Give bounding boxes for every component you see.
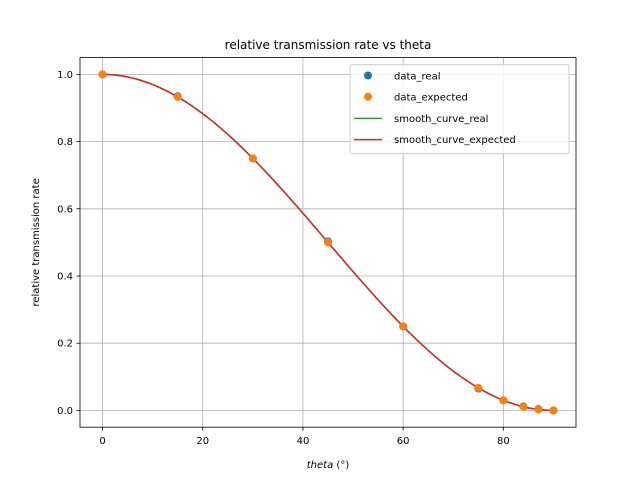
- legend-frame: [349, 64, 570, 155]
- y-tick-label: 0.2: [57, 339, 73, 350]
- data-point-data-expected: [399, 322, 408, 331]
- x-axis-label: theta (°): [307, 460, 350, 471]
- x-tick-label: 40: [297, 436, 310, 447]
- legend-label-smooth-curve-real: smooth_curve_real: [394, 114, 488, 125]
- data-point-data-expected: [549, 406, 558, 415]
- chart-title: relative transmission rate vs theta: [225, 38, 432, 52]
- legend-label-data-real: data_real: [394, 72, 440, 83]
- x-tick-label: 60: [397, 436, 410, 447]
- legend-label-data-expected: data_expected: [394, 93, 468, 104]
- data-point-data-expected: [248, 154, 257, 163]
- legend-marker-data-real: [364, 71, 372, 80]
- data-point-data-expected: [519, 402, 528, 411]
- y-tick-label: 1.0: [57, 70, 73, 81]
- y-tick-label: 0.4: [57, 272, 73, 283]
- legend-marker-data-expected: [364, 92, 372, 101]
- data-point-data-expected: [474, 383, 483, 392]
- x-tick-label: 20: [196, 436, 209, 447]
- legend: data_real data_expected smooth_curve_reals…: [349, 64, 570, 155]
- x-axis-label-unit: (°): [333, 460, 349, 471]
- legend-label-smooth-curve-expected: smooth_curve_expected: [394, 135, 516, 146]
- x-axis-ticks: 0 20 40 60 80: [99, 427, 510, 447]
- x-tick-label: 0: [99, 436, 105, 447]
- data-point-data-expected: [499, 396, 508, 405]
- data-point-data-expected: [173, 92, 182, 101]
- data-point-data-expected: [98, 70, 107, 79]
- data-point-data-expected: [324, 238, 332, 247]
- y-axis-label: relative transmission rate: [31, 178, 42, 306]
- y-tick-label: 0.6: [57, 204, 73, 215]
- plot-frame: [79, 57, 577, 428]
- x-axis-label-variable: theta: [307, 460, 333, 471]
- y-tick-label: 0.0: [57, 406, 73, 417]
- x-tick-label: 80: [497, 436, 510, 447]
- y-axis-ticks: 0.0 0.2 0.4 0.6 0.8 1.0: [57, 70, 80, 417]
- plot-points: [98, 70, 558, 415]
- y-tick-label: 0.8: [57, 137, 73, 148]
- data-point-data-expected: [534, 405, 543, 414]
